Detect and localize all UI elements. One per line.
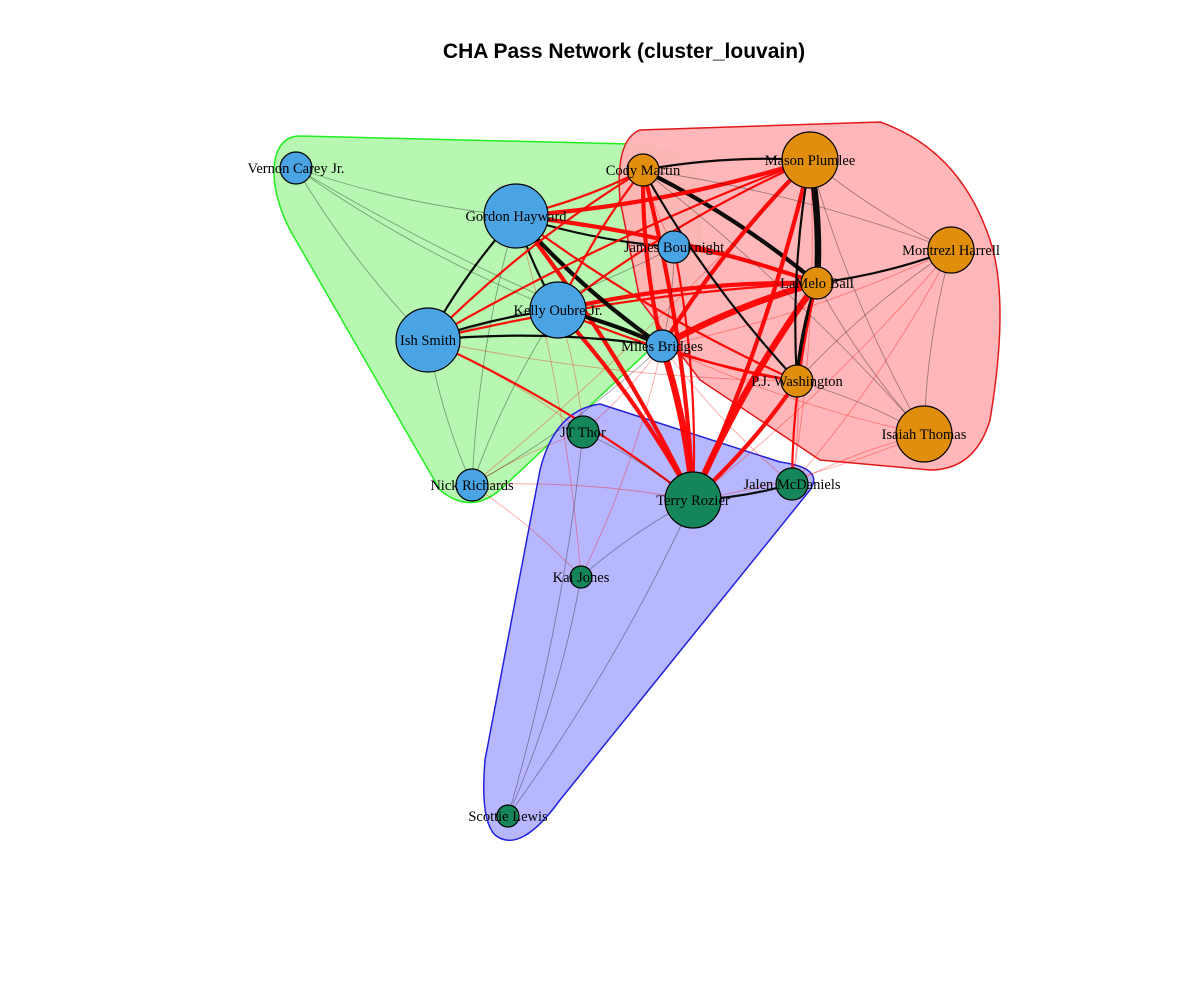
edge-jalen-mcdaniels-montrezl-harrell: [791, 249, 952, 485]
edge-scottie-lewis-kai-jones: [507, 576, 582, 817]
edge-jalen-mcdaniels-mason-plumlee: [791, 159, 813, 485]
node-label-kelly-oubre-jr: Kelly Oubre Jr.: [514, 303, 603, 319]
edge-terry-rozier-kelly-oubre-jr: [556, 308, 695, 502]
node-mason-plumlee[interactable]: [781, 131, 839, 189]
node-ish-smith[interactable]: [395, 307, 461, 373]
node-lamelo-ball[interactable]: [800, 266, 834, 300]
node-james-bouknight[interactable]: [657, 230, 691, 264]
node-montrezl-harrell[interactable]: [927, 226, 975, 274]
edge-gordon-hayward-mason-plumlee: [515, 157, 811, 219]
node-label-jalen-mcdaniels: Jalen McDaniels: [743, 477, 840, 493]
edge-gordon-hayward-nick-richards: [471, 215, 517, 486]
node-vernon-carey-jr[interactable]: [279, 151, 313, 185]
edge-mason-plumlee-miles-bridges: [660, 158, 812, 348]
node-cody-martin[interactable]: [626, 153, 660, 187]
node-label-gordon-hayward: Gordon Hayward: [465, 209, 567, 225]
cluster-hull-blue: [483, 403, 815, 841]
node-label-scottie-lewis: Scottie Lewis: [468, 809, 548, 825]
edge-kai-jones-gordon-hayward: [515, 215, 582, 578]
node-gordon-hayward[interactable]: [483, 183, 549, 249]
node-miles-bridges[interactable]: [645, 329, 679, 363]
edge-cody-martin-p-j-washington: [642, 169, 798, 382]
node-kelly-oubre-jr[interactable]: [529, 281, 587, 339]
node-label-james-bouknight: James Bouknight: [624, 240, 724, 256]
edge-terry-rozier-james-bouknight: [672, 246, 696, 501]
edge-mason-plumlee-kelly-oubre-jr: [557, 158, 811, 311]
node-label-terry-rozier: Terry Rozier: [656, 493, 730, 509]
nodes-layer: [279, 131, 975, 828]
edge-scottie-lewis-jt-thor: [507, 431, 584, 817]
node-label-miles-bridges: Miles Bridges: [621, 339, 703, 355]
edge-terry-rozier-gordon-hayward: [514, 214, 695, 501]
edge-vernon-carey-jr-kelly-oubre-jr: [295, 167, 559, 311]
node-terry-rozier[interactable]: [664, 471, 722, 529]
edge-miles-bridges-jalen-mcdaniels: [661, 345, 793, 485]
node-label-isaiah-thomas: Isaiah Thomas: [882, 427, 967, 443]
labels-layer: Vernon Carey Jr. Gordon Hayward Ish Smith K…: [247, 153, 999, 825]
node-label-mason-plumlee: Mason Plumlee: [765, 153, 856, 169]
edge-nick-richards-mason-plumlee: [471, 159, 811, 486]
edge-lamelo-ball-kelly-oubre-jr: [557, 280, 818, 313]
node-label-lamelo-ball: LaMelo Ball: [780, 276, 854, 292]
node-label-nick-richards: Nick Richards: [430, 478, 514, 494]
node-label-cody-martin: Cody Martin: [606, 163, 681, 179]
edge-cody-martin-miles-bridges: [640, 169, 665, 347]
node-scottie-lewis[interactable]: [496, 804, 520, 828]
edge-terry-rozier-montrezl-harrell: [692, 249, 952, 501]
edge-isaiah-thomas-cody-martin: [642, 169, 925, 435]
edge-montrezl-harrell-p-j-washington: [796, 249, 952, 382]
edge-mason-plumlee-ish-smith: [427, 158, 811, 341]
node-label-vernon-carey-jr: Vernon Carey Jr.: [247, 161, 344, 177]
edge-miles-bridges-isaiah-thomas: [661, 345, 925, 435]
cluster-hulls: [273, 121, 1001, 841]
edge-miles-bridges-montrezl-harrell: [661, 249, 952, 347]
edge-terry-rozier-isaiah-thomas: [692, 433, 925, 501]
node-isaiah-thomas[interactable]: [895, 405, 953, 463]
edge-terry-rozier-mason-plumlee: [691, 159, 813, 501]
node-p-j-washington[interactable]: [780, 364, 814, 398]
node-label-ish-smith: Ish Smith: [400, 333, 457, 349]
edge-mason-plumlee-isaiah-thomas: [809, 159, 925, 435]
diagram-title: CHA Pass Network (cluster_louvain): [443, 40, 805, 63]
edge-lamelo-ball-ish-smith: [427, 281, 818, 342]
edge-cody-martin-ish-smith: [427, 169, 644, 341]
node-jt-thor[interactable]: [566, 415, 600, 449]
node-label-p-j-washington: P.J. Washington: [751, 374, 843, 390]
node-label-jt-thor: JT Thor: [560, 425, 606, 441]
edge-terry-rozier-cody-martin: [640, 169, 696, 501]
node-kai-jones[interactable]: [569, 565, 593, 589]
edge-ish-smith-p-j-washington: [427, 339, 798, 382]
node-label-kai-jones: Kai Jones: [553, 570, 610, 586]
edge-montrezl-harrell-cody-martin: [642, 169, 952, 251]
node-label-montrezl-harrell: Montrezl Harrell: [902, 243, 1000, 259]
edge-scottie-lewis-terry-rozier: [507, 499, 694, 817]
node-jalen-mcdaniels[interactable]: [775, 467, 809, 501]
edge-terry-rozier-ish-smith: [427, 338, 694, 501]
edge-vernon-carey-jr-miles-bridges: [295, 167, 663, 347]
edge-kai-jones-miles-bridges: [580, 345, 663, 578]
node-nick-richards[interactable]: [455, 468, 489, 502]
